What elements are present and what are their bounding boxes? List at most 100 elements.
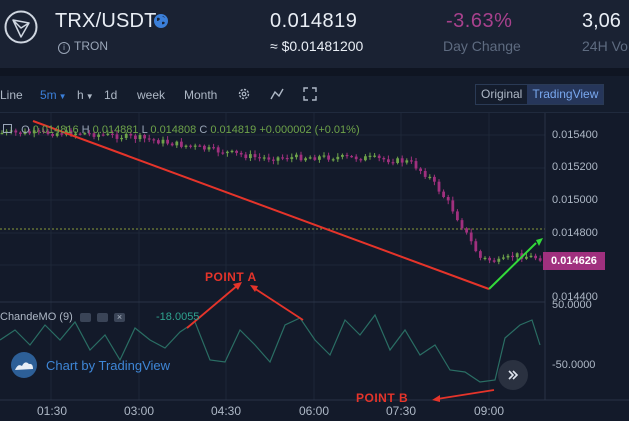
candle-body	[515, 253, 519, 258]
candle-body	[37, 130, 41, 132]
candle-body	[120, 137, 123, 140]
candle-body	[396, 158, 399, 163]
legend-l-value: 0.014808	[150, 124, 197, 136]
candle-body	[74, 133, 77, 136]
candle-body	[428, 176, 432, 179]
draw-tool-icon[interactable]	[270, 87, 284, 101]
candle-body	[216, 147, 220, 153]
indicator-axis-label: -50.0000	[552, 359, 596, 371]
candle-body	[272, 159, 275, 161]
candle-body	[502, 257, 505, 259]
candle-body	[423, 170, 427, 177]
interval-week[interactable]: week	[137, 88, 166, 102]
candle-body	[368, 155, 372, 157]
indicator-legend: ChandeMO (9) ×	[0, 311, 125, 323]
usd-price: ≈ $0.01481200	[270, 38, 364, 54]
interval-line[interactable]: Line	[0, 88, 23, 102]
eye-icon[interactable]	[79, 312, 91, 322]
arrow-point-a-left	[186, 284, 239, 329]
legend-square-icon	[3, 124, 12, 133]
price-chart[interactable]: POINT A POINT B	[0, 113, 629, 421]
arrow-point-b	[436, 389, 495, 400]
candle-body	[497, 258, 501, 262]
fullscreen-icon[interactable]	[303, 87, 317, 101]
candle-body	[336, 156, 340, 160]
double-chevron-right-icon	[508, 370, 519, 380]
price-axis-label: 0.015400	[552, 129, 598, 141]
current-price-tag: 0.014626	[543, 252, 605, 270]
trend-line-down[interactable]	[32, 120, 490, 290]
interval-1d[interactable]: 1d	[104, 88, 118, 102]
tradingview-watermark[interactable]: Chart by TradingView	[10, 351, 170, 379]
legend-c-label: C	[199, 124, 208, 136]
candle-body	[419, 168, 422, 171]
header-separator	[0, 68, 629, 76]
candle-body	[166, 139, 169, 144]
candle-body	[479, 251, 482, 258]
candle-body	[387, 159, 390, 163]
candle-body	[92, 133, 96, 137]
time-axis-label: 07:30	[386, 404, 417, 418]
candle-body	[106, 133, 110, 135]
candle-body	[290, 157, 294, 160]
candle-body	[138, 135, 142, 140]
candle-body	[469, 232, 473, 242]
candle-body	[345, 154, 349, 157]
chart-view-toggle: Original TradingView	[475, 84, 605, 105]
candle-body	[341, 154, 344, 157]
arrow-head	[233, 282, 242, 290]
candle-body	[88, 133, 91, 135]
candle-body	[175, 141, 179, 146]
view-tradingview-button[interactable]: TradingView	[527, 85, 604, 104]
globe-icon[interactable]	[153, 13, 169, 29]
time-axis-label: 09:00	[474, 404, 505, 418]
coin-name-row: i TRON	[58, 39, 108, 54]
time-axis-label: 04:30	[211, 404, 242, 418]
candle-body	[28, 131, 31, 134]
candle-body	[281, 157, 284, 159]
interval-month[interactable]: Month	[184, 88, 218, 102]
arrow-head	[250, 285, 258, 292]
candle-body	[180, 141, 183, 147]
candle-body	[0, 132, 4, 135]
candle-body	[184, 145, 188, 147]
legend-delta: +0.000002 (+0.01%)	[259, 124, 360, 136]
candle-body	[258, 157, 261, 159]
candle-body	[161, 139, 165, 144]
candle-body	[157, 140, 160, 144]
candle-body	[253, 154, 257, 158]
candle-body	[410, 160, 413, 162]
close-icon[interactable]: ×	[113, 312, 125, 322]
candle-body	[359, 159, 363, 161]
price-axis-label: 0.014400	[552, 291, 598, 303]
candle-body	[221, 152, 225, 154]
candle-body	[189, 145, 192, 147]
gear-icon[interactable]	[96, 312, 108, 322]
trend-line-up[interactable]	[488, 242, 537, 290]
tradingview-logo-icon	[11, 352, 37, 378]
candle-body	[46, 131, 50, 135]
candle-body	[230, 150, 234, 153]
candle-body	[488, 257, 491, 261]
info-icon[interactable]: i	[58, 42, 70, 54]
candle-body	[239, 152, 243, 155]
legend-c-value: 0.014819	[210, 124, 257, 136]
candle-body	[147, 138, 151, 140]
ticker-header	[0, 0, 629, 68]
view-original-button[interactable]: Original	[481, 87, 523, 101]
candle-body	[442, 191, 445, 198]
interval-hour[interactable]: h ▼	[77, 88, 94, 102]
scroll-to-latest-button[interactable]	[498, 360, 528, 390]
chevron-down-icon: ▼	[85, 92, 94, 101]
ohlc-legend: O 0.014816 H 0.014881 L 0.014808 C 0.014…	[3, 124, 360, 136]
candle-body	[460, 220, 464, 229]
annotation-point-a: POINT A	[205, 270, 257, 284]
candle-body	[483, 257, 487, 260]
day-change-value: -3.63%	[446, 10, 513, 32]
interval-5m[interactable]: 5m ▼	[40, 88, 67, 102]
candle-body	[115, 134, 119, 139]
legend-h-label: H	[81, 124, 90, 136]
day-change-label: Day Change	[443, 38, 521, 54]
candle-body	[193, 145, 197, 147]
gear-icon[interactable]	[237, 87, 251, 101]
